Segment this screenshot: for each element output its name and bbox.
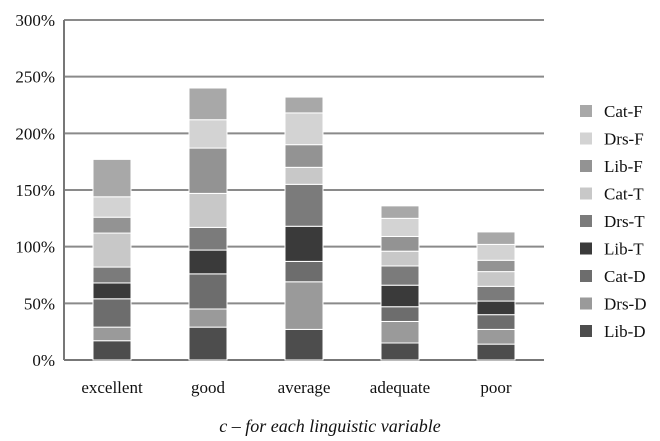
y-tick-label: 50%	[24, 294, 55, 313]
y-tick-label: 250%	[15, 68, 55, 87]
bar-segment-drs-d	[476, 328, 516, 345]
bar-segment-drs-f	[92, 196, 132, 218]
bar-segment-lib-f	[92, 216, 132, 234]
bar-segment-drs-f	[380, 217, 420, 237]
bar-segment-lib-d	[476, 343, 516, 361]
y-tick-label: 150%	[15, 181, 55, 200]
bar-segment-cat-t	[284, 166, 324, 185]
bar-segment-lib-f	[380, 235, 420, 252]
y-tick-label: 100%	[15, 238, 55, 257]
legend-swatch	[580, 215, 592, 227]
bar-segment-cat-d	[188, 273, 228, 310]
bar-segment-cat-f	[284, 96, 324, 114]
bar-segment-lib-d	[92, 340, 132, 361]
legend-label: Lib-T	[604, 240, 644, 259]
bar-segment-lib-t	[476, 300, 516, 316]
bar-segment-cat-d	[92, 298, 132, 328]
bar-segment-drs-t	[476, 285, 516, 302]
x-tick-label: adequate	[370, 378, 430, 397]
legend-swatch	[580, 270, 592, 282]
x-tick-label: good	[191, 378, 226, 397]
legend-label: Lib-D	[604, 322, 646, 341]
legend-swatch	[580, 297, 592, 310]
legend-label: Drs-D	[604, 295, 647, 314]
bar-segment-lib-d	[284, 328, 324, 361]
legend-swatch	[580, 160, 592, 172]
legend-swatch	[580, 325, 592, 337]
legend-label: Cat-F	[604, 102, 643, 121]
legend-label: Lib-F	[604, 157, 643, 176]
bar-segment-lib-f	[188, 147, 228, 194]
legend-swatch	[580, 187, 592, 200]
x-tick-label: excellent	[81, 378, 143, 397]
bar-segment-cat-f	[92, 158, 132, 198]
legend-swatch	[580, 105, 592, 117]
bar-segment-cat-t	[92, 232, 132, 268]
legend-label: Drs-F	[604, 130, 644, 149]
y-axis-labels: 0% 50% 100% 150% 200% 250% 300%	[15, 11, 55, 370]
x-tick-label: poor	[480, 378, 512, 397]
legend-swatch	[580, 132, 592, 145]
bar-stacks	[92, 87, 516, 361]
bar-segment-lib-t	[380, 284, 420, 308]
legend-label: Cat-D	[604, 267, 646, 286]
bar-segment-drs-t	[380, 265, 420, 286]
bar-segment-cat-f	[476, 231, 516, 245]
bar-segment-cat-f	[188, 87, 228, 121]
bar-segment-lib-d	[380, 342, 420, 361]
bar-segment-cat-d	[284, 260, 324, 283]
bar-segment-cat-t	[476, 271, 516, 287]
bar-segment-cat-f	[380, 205, 420, 219]
y-tick-label: 300%	[15, 11, 55, 30]
bar-segment-cat-t	[188, 192, 228, 228]
bar-segment-lib-t	[188, 249, 228, 275]
bar-segment-drs-t	[92, 266, 132, 284]
bar-segment-lib-t	[284, 225, 324, 262]
bar-segment-cat-d	[380, 306, 420, 322]
bar-segment-drs-d	[284, 281, 324, 330]
bar-segment-drs-d	[188, 308, 228, 328]
bar-segment-cat-t	[380, 250, 420, 267]
x-axis-labels: excellent good average adequate poor	[81, 378, 512, 397]
y-tick-label: 0%	[32, 351, 55, 370]
x-tick-label: average	[278, 378, 331, 397]
bar-segment-drs-d	[92, 326, 132, 342]
bar-segment-lib-f	[284, 144, 324, 168]
bar-segment-lib-f	[476, 259, 516, 273]
legend: Cat-F Drs-F Lib-F Cat-T Drs-T Lib-T Cat-D Drs-D…	[580, 102, 647, 341]
legend-label: Drs-T	[604, 212, 645, 231]
bar-segment-drs-d	[380, 320, 420, 344]
legend-label: Cat-T	[604, 185, 644, 204]
bar-segment-drs-f	[284, 112, 324, 146]
bar-segment-drs-t	[188, 226, 228, 251]
bar-segment-lib-t	[92, 282, 132, 300]
bar-segment-drs-t	[284, 183, 324, 227]
bar-segment-drs-f	[476, 243, 516, 261]
bar-segment-drs-f	[188, 119, 228, 149]
bar-segment-cat-d	[476, 314, 516, 330]
chart-caption: c – for each linguistic variable	[219, 416, 441, 436]
bar-segment-lib-d	[188, 326, 228, 361]
legend-swatch	[580, 242, 592, 255]
y-tick-label: 200%	[15, 124, 55, 143]
